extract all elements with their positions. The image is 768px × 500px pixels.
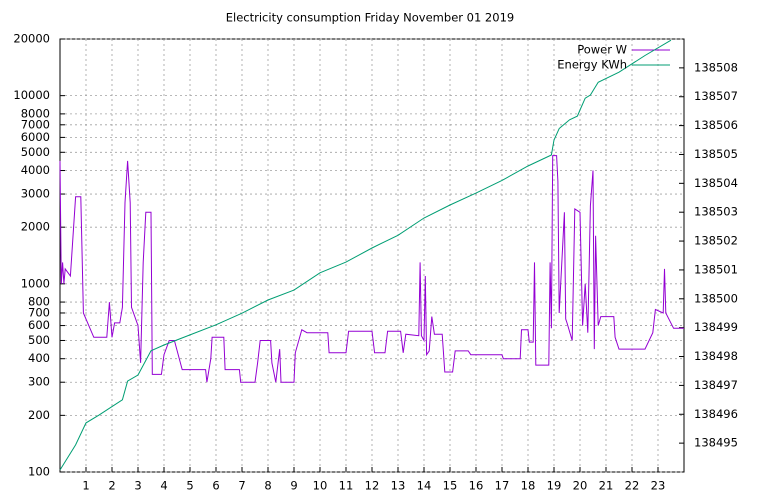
x-tick-label: 1 [82, 479, 89, 493]
x-tick-label: 10 [313, 479, 328, 493]
x-tick-label: 22 [625, 479, 640, 493]
y-tick-label: 8000 [21, 106, 50, 120]
x-tick-label: 15 [443, 479, 458, 493]
y2-tick-label: 138501 [694, 262, 738, 276]
legend-label: Energy KWh [557, 58, 627, 72]
series-line [59, 155, 684, 383]
y-tick-label: 100 [28, 465, 50, 479]
x-tick-label: 6 [212, 479, 219, 493]
y-tick-label: 5000 [21, 145, 50, 159]
x-tick-label: 14 [417, 479, 432, 493]
x-tick-label: 4 [160, 479, 167, 493]
y-tick-label: 300 [28, 375, 50, 389]
y2-tick-label: 138506 [694, 118, 738, 132]
x-tick-label: 18 [521, 479, 536, 493]
y2-tick-label: 138495 [694, 436, 738, 450]
x-tick-label: 5 [186, 479, 193, 493]
y2-tick-label: 138499 [694, 320, 738, 334]
y-tick-label: 700 [28, 305, 50, 319]
x-tick-label: 12 [365, 479, 380, 493]
y2-tick-label: 138504 [694, 176, 738, 190]
x-tick-label: 13 [391, 479, 406, 493]
y2-tick-label: 138498 [694, 349, 738, 363]
y-tick-label: 7000 [21, 117, 50, 131]
y-tick-label: 10000 [13, 88, 50, 102]
y2-tick-label: 138507 [694, 89, 738, 103]
y-tick-label: 1000 [21, 276, 50, 290]
x-tick-label: 9 [290, 479, 297, 493]
x-tick-label: 16 [469, 479, 484, 493]
y-tick-label: 20000 [13, 32, 50, 46]
legend-label: Power W [577, 43, 627, 57]
x-tick-label: 7 [238, 479, 245, 493]
y2-tick-label: 138496 [694, 407, 738, 421]
y-tick-label: 400 [28, 351, 50, 365]
series-line [59, 39, 672, 471]
x-tick-label: 23 [651, 479, 666, 493]
y2-tick-label: 138508 [694, 60, 738, 74]
y-tick-label: 4000 [21, 163, 50, 177]
y2-tick-label: 138500 [694, 291, 738, 305]
y2-tick-label: 138503 [694, 205, 738, 219]
x-tick-label: 8 [264, 479, 271, 493]
y-tick-label: 200 [28, 408, 50, 422]
x-tick-label: 19 [547, 479, 562, 493]
y2-tick-label: 138505 [694, 147, 738, 161]
chart-title: Electricity consumption Friday November … [226, 11, 514, 25]
x-tick-label: 2 [108, 479, 115, 493]
y2-tick-label: 138502 [694, 234, 738, 248]
y2-tick-label: 138497 [694, 378, 738, 392]
y-tick-label: 3000 [21, 187, 50, 201]
y-tick-label: 6000 [21, 130, 50, 144]
y-tick-label: 2000 [21, 220, 50, 234]
x-tick-label: 11 [339, 479, 354, 493]
y-tick-label: 500 [28, 333, 50, 347]
x-tick-label: 20 [573, 479, 588, 493]
y-tick-label: 800 [28, 295, 50, 309]
x-tick-label: 21 [599, 479, 614, 493]
y-tick-label: 600 [28, 318, 50, 332]
x-tick-label: 17 [495, 479, 510, 493]
x-tick-label: 3 [134, 479, 141, 493]
